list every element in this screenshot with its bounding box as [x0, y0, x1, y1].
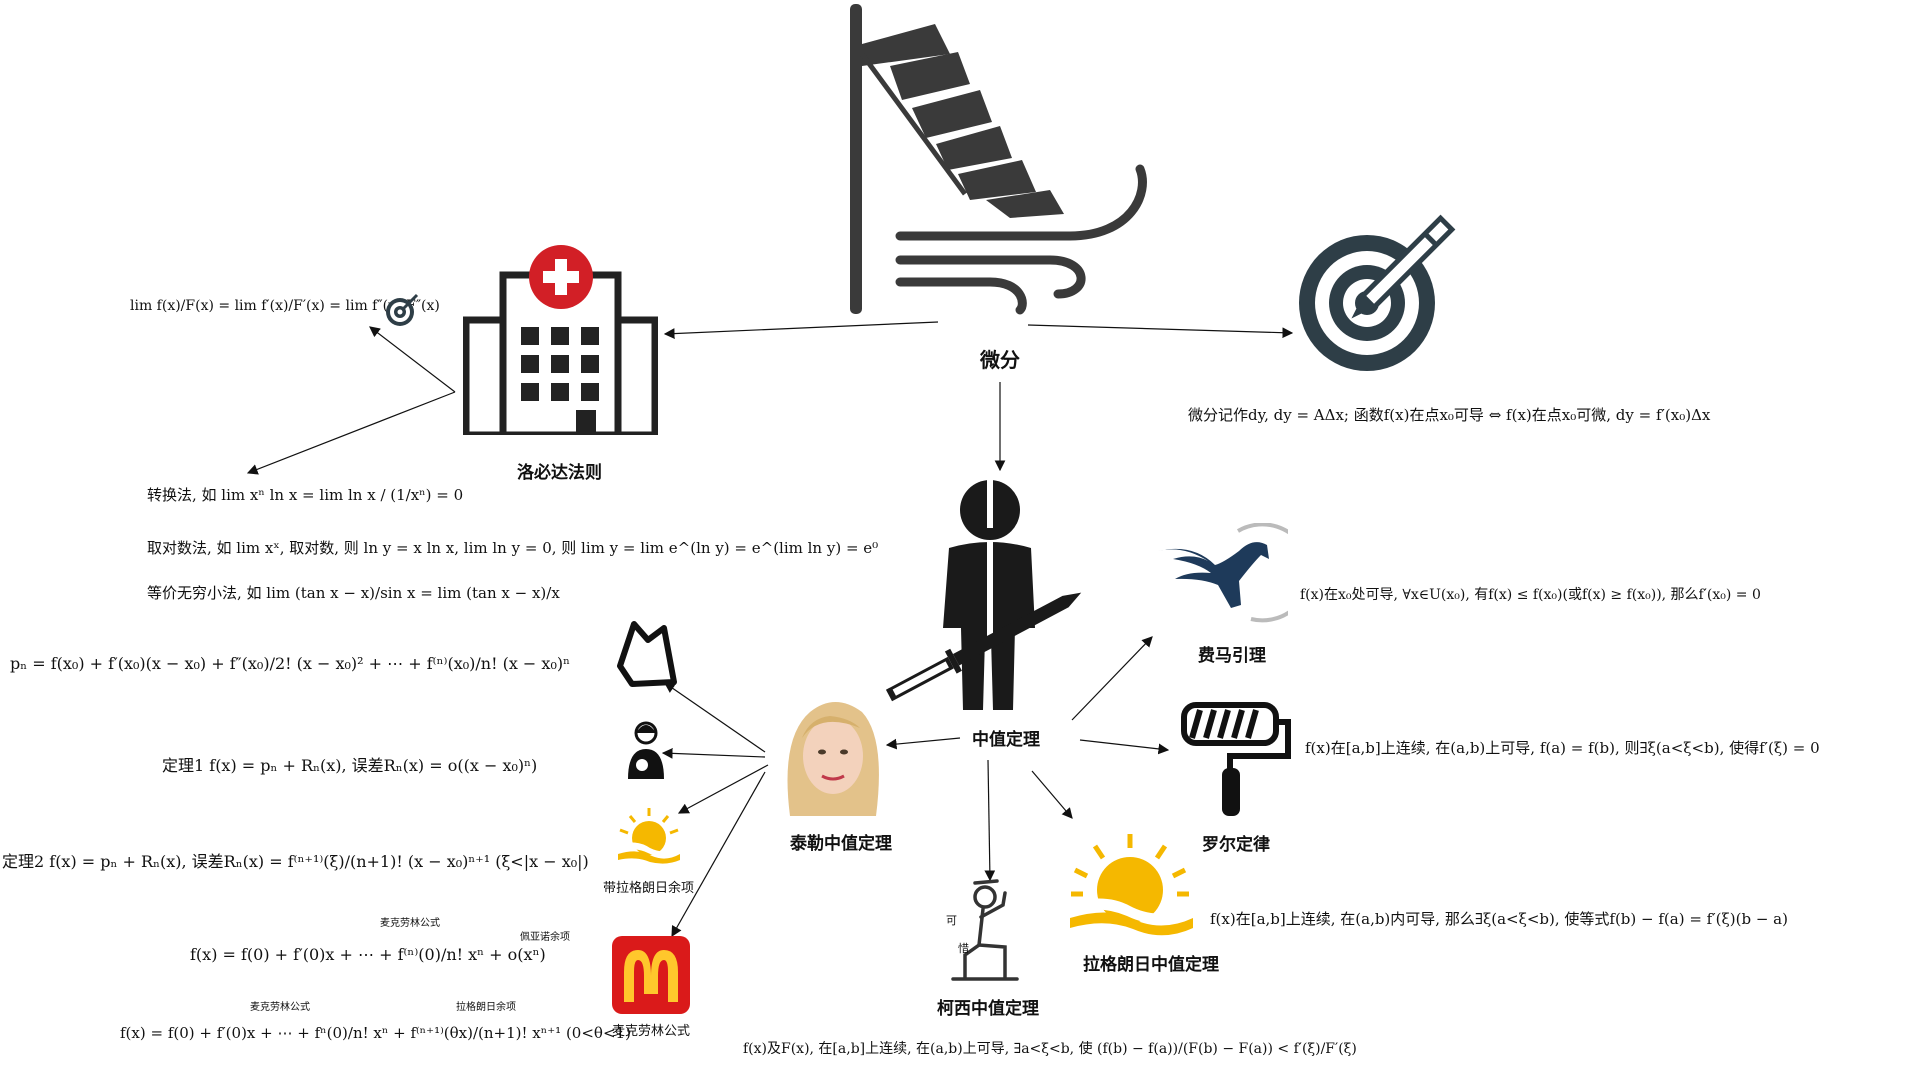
transform-formula: 转换法, 如 lim xⁿ ln x = lim ln x / (1/xⁿ) =… — [147, 486, 464, 504]
taylor-label: 泰勒中值定理 — [790, 834, 892, 854]
maclaurin-annotation-a: 麦克劳林公式 — [380, 918, 440, 929]
paint-roller-icon — [1180, 700, 1295, 824]
mcdonalds-logo-icon — [612, 936, 690, 1018]
pegasus-icon — [1153, 522, 1313, 627]
center-label: 微分 — [980, 348, 1020, 372]
log-method-formula: 取对数法, 如 lim xˣ, 取对数, 则 ln y = x ln x, li… — [147, 539, 879, 557]
ninja-icon — [885, 478, 1090, 714]
cauchy-label: 柯西中值定理 — [937, 999, 1039, 1019]
maclaurin-label: 麦克劳林公式 — [612, 1024, 691, 1039]
maclaurin-lagrange-formula: f(x) = f(0) + f′(0)x + ⋯ + fⁿ(0)/n! xⁿ +… — [120, 1024, 631, 1042]
taylor-polynomial-formula: pₙ = f(x₀) + f′(x₀)(x − x₀) + f″(x₀)/2! … — [10, 654, 571, 673]
fermat-formula: f(x)在x₀处可导, ∀x∈U(x₀), 有f(x) ≤ f(x₀)(或f(x… — [1300, 587, 1761, 603]
sun-icon — [1065, 832, 1195, 941]
equiv-inf-formula: 等价无穷小法, 如 lim (tan x − x)/sin x = lim (t… — [147, 584, 560, 602]
lagrange-remainder-annotation: 拉格朗日余项 — [456, 1002, 516, 1013]
crown-icon — [612, 616, 682, 692]
lhopital-label: 洛必达法则 — [517, 463, 602, 483]
lagrange-label: 拉格朗日中值定理 — [1083, 955, 1219, 975]
hospital-icon — [462, 245, 659, 439]
small-target-icon — [384, 292, 420, 332]
lagrange-formula: f(x)在[a,b]上连续, 在(a,b)内可导, 那么∃ξ(a<ξ<b), 使… — [1210, 910, 1788, 928]
differential-formula: 微分记作dy, dy = AΔx; 函数f(x)在点x₀可导 ⇔ f(x)在点x… — [1188, 406, 1711, 424]
person-praying-icon — [945, 875, 1025, 989]
maclaurin-peano-formula: f(x) = f(0) + f′(0)x + ⋯ + f⁽ⁿ⁾(0)/n! xⁿ… — [190, 945, 546, 964]
avatar-portrait-icon — [780, 698, 886, 816]
rolle-label: 罗尔定律 — [1202, 835, 1270, 855]
theorem2-formula: 定理2 f(x) = pₙ + Rₙ(x), 误差Rₙ(x) = f⁽ⁿ⁺¹⁾(… — [2, 852, 589, 871]
ke-mark: 可 — [946, 914, 957, 927]
cauchy-formula: f(x)及F(x), 在[a,b]上连续, 在(a,b)上可导, ∃a<ξ<b,… — [743, 1041, 1357, 1057]
theorem1-formula: 定理1 f(x) = pₙ + Rₙ(x), 误差Rₙ(x) = o((x − … — [162, 756, 538, 775]
lhopital-chain-formula: lim f(x)/F(x) = lim f′(x)/F′(x) = lim f″… — [130, 298, 440, 314]
target-pencil-icon — [1295, 205, 1475, 379]
lagrange-remainder-label: 带拉格朗日余项 — [603, 881, 695, 896]
peano-annotation: 佩亚诺余项 — [520, 932, 570, 943]
mother-baby-icon — [626, 719, 666, 789]
xi-mark: 惜 — [958, 942, 969, 955]
maclaurin-annotation-b: 麦克劳林公式 — [250, 1002, 310, 1013]
mvt-label: 中值定理 — [972, 730, 1040, 750]
rolle-formula: f(x)在[a,b]上连续, 在(a,b)上可导, f(a) = f(b), 则… — [1305, 739, 1820, 757]
fermat-label: 费马引理 — [1198, 646, 1266, 666]
small-sun-icon — [614, 806, 684, 868]
windsock-icon — [840, 4, 1170, 323]
